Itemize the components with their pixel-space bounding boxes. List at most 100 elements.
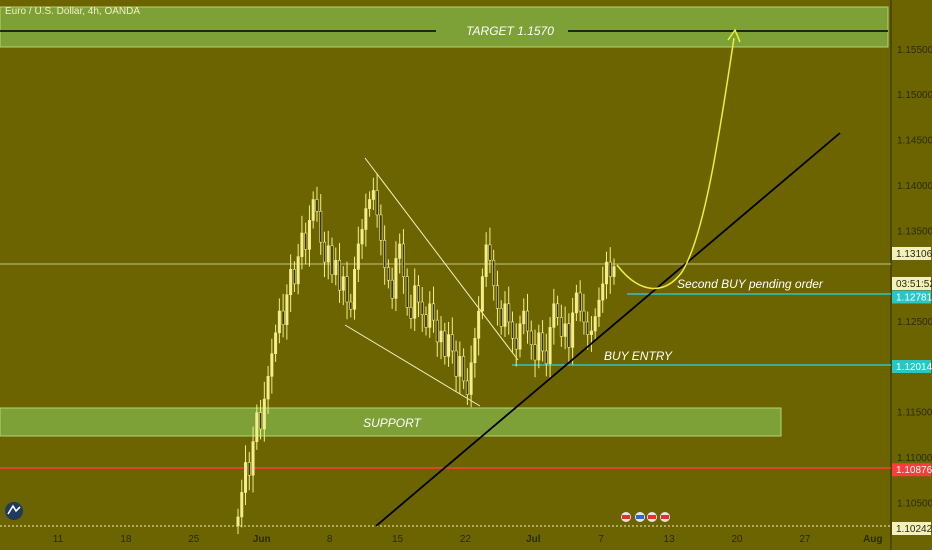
candle-body [420, 301, 424, 315]
price-label-countdown: 03:51:52 [896, 279, 932, 290]
candle-body [597, 299, 601, 317]
candle-body [394, 258, 398, 299]
target-label: TARGET 1.1570 [466, 24, 554, 38]
candle-body [608, 261, 612, 277]
candle-body [360, 229, 364, 245]
candle-body [285, 294, 289, 325]
wedge-upper-line [364, 157, 519, 361]
candle-body [514, 337, 518, 350]
candle-body [522, 310, 526, 325]
candle-body [465, 380, 469, 395]
candle-body [454, 350, 458, 377]
candle-body [244, 462, 248, 493]
time-axis-ticks: 11 18 25 Jun 8 15 22 Jul 7 13 20 27 Aug [53, 534, 883, 545]
candle-body [473, 337, 477, 364]
candle-body [480, 276, 484, 312]
candle-body [247, 462, 251, 476]
price-tick-label: 1.12500 [897, 317, 932, 328]
candle-body [292, 269, 296, 285]
candle-body [266, 376, 270, 400]
candle-body [270, 353, 274, 377]
time-tick-label: 20 [731, 534, 743, 545]
candle-body [428, 303, 432, 328]
candle-body [379, 214, 383, 241]
candle-body [503, 303, 507, 327]
candle-body [552, 303, 556, 328]
price-label-red_level: 1.10876 [896, 465, 932, 476]
price-tick-label: 1.11500 [897, 408, 932, 419]
candle-body [488, 244, 492, 261]
time-tick-label: 27 [799, 534, 811, 545]
candle-body [371, 190, 375, 200]
price-label-bottom_cut: 1.10242 [896, 524, 932, 535]
candle-body [424, 314, 428, 328]
time-tick-label: 15 [392, 534, 404, 545]
candle-body [304, 232, 308, 250]
candle-body [353, 269, 357, 310]
candle-body [386, 267, 390, 281]
price-label-box [892, 463, 931, 477]
candle-body [251, 441, 255, 476]
candle-body [300, 232, 304, 257]
time-tick-label: 13 [664, 534, 676, 545]
candle-body [541, 332, 545, 352]
candle-body [368, 199, 372, 209]
price-label-box [892, 290, 931, 304]
candle-body [240, 492, 244, 518]
price-label-buy_entry: 1.12014 [896, 362, 932, 373]
event-flag-icon [635, 512, 645, 522]
candle-body [416, 285, 420, 303]
candle-body [319, 211, 323, 243]
candle-body [413, 285, 417, 319]
price-tick-label: 1.15000 [897, 90, 932, 101]
candle-body [398, 243, 402, 259]
candle-body [567, 323, 571, 348]
time-tick-label: Aug [863, 534, 882, 545]
candle-body [469, 362, 473, 395]
price-label-box [892, 360, 931, 374]
candle-body [259, 412, 263, 430]
candle-body [492, 259, 496, 286]
candle-body [255, 412, 259, 442]
wedge-lower-line [344, 324, 481, 407]
tradingview-logo[interactable] [5, 502, 23, 520]
candle-body [586, 321, 590, 335]
candle-body [236, 516, 240, 527]
candle-body [477, 310, 481, 339]
candle-body [349, 301, 353, 310]
candle-body [612, 266, 616, 277]
candle-body [499, 308, 503, 327]
price-tick-label: 1.14500 [897, 136, 932, 147]
price-axis-ticks: 1.15500 1.15000 1.14500 1.14000 1.13500 1.125… [897, 45, 932, 509]
price-label-current: 1.13106 [896, 249, 932, 260]
support-label: SUPPORT [363, 416, 422, 430]
candle-body [589, 330, 593, 335]
candle-body [593, 316, 597, 332]
buy-entry-label: BUY ENTRY [604, 349, 673, 363]
price-axis-panel[interactable] [891, 0, 932, 550]
price-label-second_buy: 1.12781 [896, 292, 932, 303]
candle-body [307, 220, 311, 250]
time-tick-label: 8 [327, 534, 333, 545]
candle-body [322, 241, 326, 263]
candle-body [582, 310, 586, 323]
candle-body [556, 303, 560, 318]
economic-events[interactable] [621, 512, 670, 522]
candle-body [326, 245, 330, 263]
candle-body [334, 259, 338, 276]
candle-body [529, 330, 533, 345]
candle-body [544, 350, 548, 364]
candle-body [435, 319, 439, 343]
event-flag-icon [660, 512, 670, 522]
candle-body [439, 330, 443, 343]
candle-body [526, 310, 530, 332]
projection-arrowhead-icon [727, 28, 741, 43]
candle-body [281, 310, 285, 325]
price-label-box [892, 522, 931, 535]
second-buy-label: Second BUY pending order [677, 277, 824, 291]
candle-body [604, 261, 608, 285]
candles-group [236, 173, 616, 535]
candle-body [405, 276, 409, 308]
price-tick-label: 1.14000 [897, 181, 932, 192]
